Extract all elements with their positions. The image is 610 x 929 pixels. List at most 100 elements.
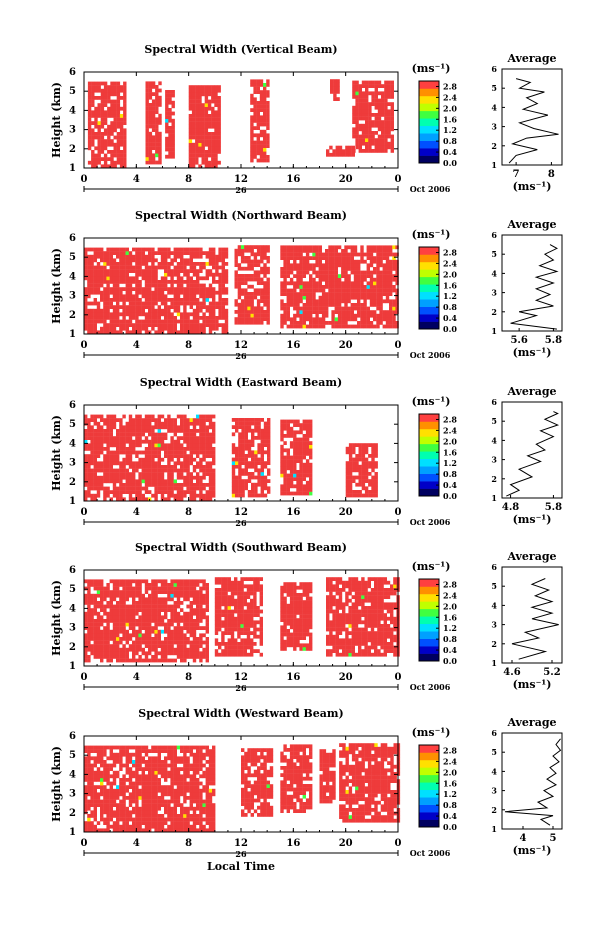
colorbar-unit: (ms⁻¹) — [412, 395, 451, 408]
heatmap-cell — [337, 288, 342, 293]
heatmap-cell — [106, 308, 110, 313]
heatmap-cell — [125, 479, 129, 484]
heatmap-cell — [186, 316, 190, 320]
heatmap-cell — [329, 152, 333, 157]
heatmap-cell — [260, 436, 264, 440]
heatmap-cell — [103, 468, 107, 473]
heatmap-cell — [259, 97, 264, 102]
colorbar-swatch — [419, 428, 439, 437]
heatmap-cell — [103, 164, 108, 169]
heatmap-cell — [328, 270, 332, 275]
heatmap-cell — [100, 121, 105, 125]
heatmap-cell — [148, 283, 152, 288]
heatmap-cell — [361, 486, 366, 491]
heatmap-cell — [122, 439, 126, 444]
heatmap-cell — [109, 457, 113, 462]
heatmap-cell — [100, 425, 104, 430]
heatmap-cell — [389, 249, 393, 253]
heatmap-cell — [254, 428, 258, 433]
heatmap-cell — [330, 82, 334, 87]
heatmap-cell — [90, 454, 94, 458]
heatmap-cell — [87, 124, 92, 129]
heatmap-cell — [90, 579, 94, 584]
heatmap-cell — [119, 472, 123, 476]
heatmap-cell — [361, 131, 366, 135]
heatmap-cell — [365, 145, 369, 150]
heatmap-cell — [119, 601, 123, 605]
heatmap-cell — [132, 247, 136, 252]
heatmap-cell — [122, 615, 126, 620]
heatmap-cell — [106, 414, 110, 419]
heatmap-cell — [145, 142, 149, 147]
heatmap-cell — [148, 429, 152, 433]
heatmap-cell — [100, 146, 105, 151]
heatmap-cell — [286, 466, 290, 471]
heatmap-cell — [321, 288, 326, 293]
y-tick-label: 3 — [69, 458, 76, 469]
heatmap-cell — [217, 135, 221, 140]
heatmap-cell — [325, 256, 329, 260]
heatmap-cell — [256, 292, 261, 296]
heatmap-cell — [116, 439, 120, 444]
heatmap-cell — [109, 465, 113, 469]
heatmap-cell — [241, 425, 245, 429]
heatmap-cell — [116, 312, 120, 317]
heatmap-cell — [167, 475, 171, 480]
heatmap-cell — [148, 647, 152, 652]
heatmap-cell — [238, 468, 242, 473]
heatmap-cell — [125, 290, 129, 295]
heatmap-cell — [205, 465, 209, 469]
heatmap-cell — [183, 319, 187, 324]
heatmap-cell — [363, 292, 367, 296]
heatmap-cell — [119, 597, 123, 602]
heatmap-cell — [116, 251, 120, 255]
colorbar-tick-label: 0.0 — [443, 491, 457, 501]
heatmap-cell — [309, 281, 313, 286]
heatmap-cell — [195, 96, 199, 100]
heatmap-cell — [160, 640, 165, 645]
heatmap-cell — [167, 454, 171, 458]
heatmap-cell — [280, 245, 284, 250]
heatmap-cell — [96, 251, 101, 255]
heatmap-cell — [365, 131, 369, 135]
heatmap-cell — [145, 113, 149, 118]
heatmap-cell — [106, 305, 110, 309]
heatmap-cell — [387, 123, 391, 128]
heatmap-cell — [132, 447, 136, 451]
heatmap-cell — [361, 123, 366, 128]
heatmap-cell — [84, 593, 88, 598]
heatmap-cell — [348, 450, 353, 455]
heatmap-cell — [103, 301, 107, 306]
heatmap-cell — [93, 457, 97, 462]
heatmap-cell — [119, 294, 123, 299]
heatmap-cell — [363, 259, 367, 264]
heatmap-cell — [312, 306, 316, 311]
heatmap-cell — [157, 590, 161, 594]
heatmap-cell — [379, 313, 383, 318]
heatmap-cell — [135, 436, 139, 440]
heatmap-cell — [374, 113, 378, 117]
heatmap-cell — [289, 491, 294, 496]
heatmap-cell — [212, 450, 216, 455]
heatmap-cell — [135, 258, 139, 263]
heatmap-cell — [366, 295, 370, 300]
heatmap-cell — [299, 426, 303, 431]
heatmap-cell — [106, 280, 110, 284]
heatmap-cell — [90, 308, 94, 313]
heatmap-cell — [176, 251, 181, 255]
heatmap-cell — [283, 245, 287, 250]
heatmap-cell — [125, 308, 129, 313]
heatmap-cell — [259, 151, 264, 156]
heatmap-cell — [283, 473, 287, 478]
heatmap-cell — [145, 153, 149, 158]
heatmap-cell — [100, 258, 104, 263]
heatmap-cell — [302, 466, 306, 471]
heatmap-cell — [196, 312, 200, 317]
heatmap-cell — [355, 80, 359, 85]
heatmap-cell — [119, 164, 124, 169]
average-title: Average — [506, 385, 556, 398]
heatmap-cell — [355, 123, 359, 128]
heatmap-cell — [360, 281, 364, 286]
heatmap-cell — [253, 83, 257, 87]
heatmap-cell — [116, 590, 120, 594]
